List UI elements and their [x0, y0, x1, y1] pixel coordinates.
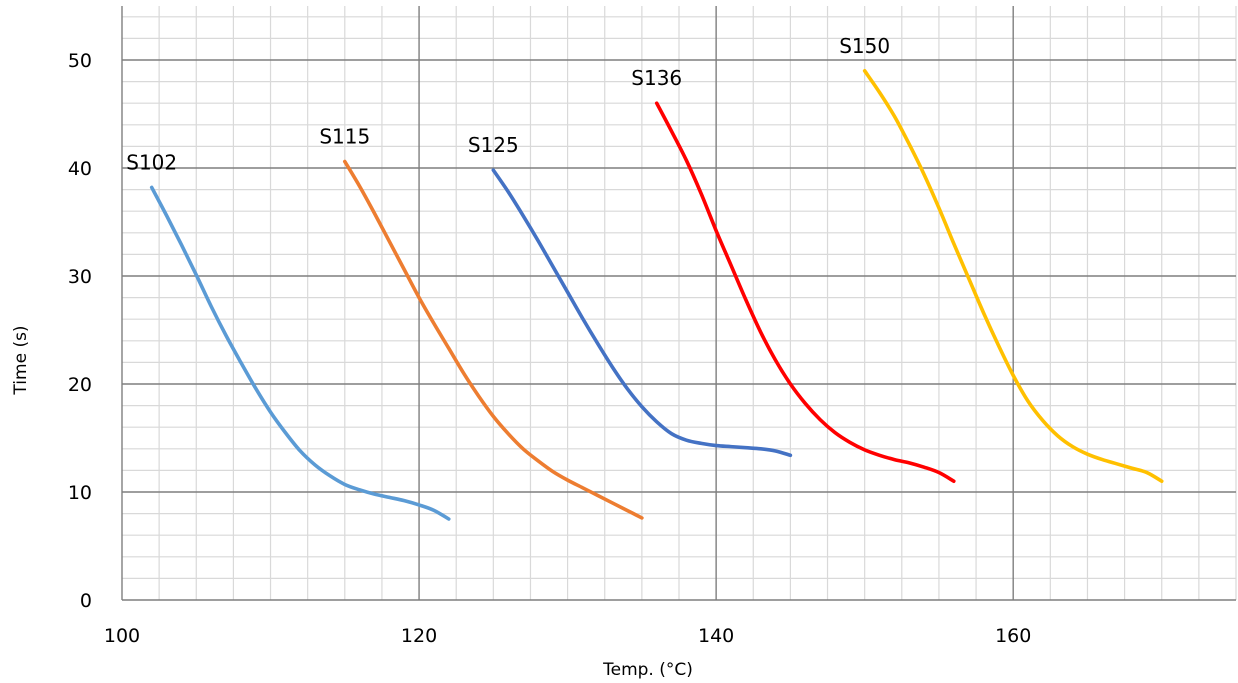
y-tick-label: 0 — [80, 590, 92, 612]
x-tick-label: 100 — [104, 625, 140, 647]
y-tick-label: 10 — [68, 482, 92, 504]
tick-labels: 100 120 140 160 0 10 20 30 40 50 — [68, 50, 1032, 647]
series-label-s125: S125 — [468, 133, 519, 157]
x-tick-label: 160 — [995, 625, 1031, 647]
y-tick-label: 30 — [68, 266, 92, 288]
major-gridlines — [122, 6, 1236, 600]
minor-gridlines — [122, 6, 1237, 600]
series-label-s102: S102 — [126, 150, 177, 174]
series-layer: S102 S115 S125 S136 S150 — [126, 34, 1164, 521]
series-line-s136 — [654, 101, 956, 483]
chart-axes — [121, 6, 1236, 601]
x-tick-label: 120 — [401, 625, 437, 647]
x-tick-label: 140 — [698, 625, 734, 647]
series-label-s115: S115 — [319, 125, 370, 149]
y-axis-title: Time (s) — [11, 325, 31, 395]
series-line-s125 — [491, 168, 793, 458]
series-line-s150 — [862, 69, 1164, 483]
y-tick-label: 40 — [68, 158, 92, 180]
x-axis-title: Temp. (°C) — [602, 660, 693, 680]
series-label-s136: S136 — [631, 66, 682, 90]
y-tick-label: 50 — [68, 50, 92, 72]
series-label-s150: S150 — [839, 34, 890, 58]
series-line-s102 — [149, 185, 451, 521]
series-line-s115 — [343, 159, 644, 520]
y-tick-label: 20 — [68, 374, 92, 396]
